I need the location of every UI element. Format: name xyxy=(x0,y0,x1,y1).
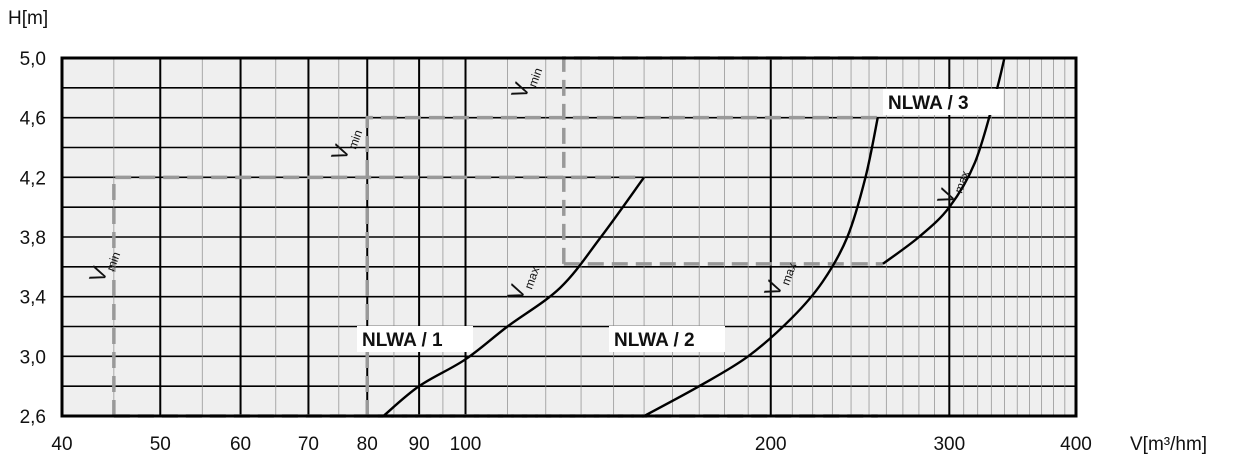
x-tick-label: 80 xyxy=(357,434,378,455)
x-tick-label: 200 xyxy=(755,434,787,455)
y-tick-label: 3,0 xyxy=(20,347,46,368)
y-axis-title: H[m] xyxy=(8,8,48,29)
x-tick-label: 40 xyxy=(51,434,72,455)
vmax-curve xyxy=(382,176,646,417)
x-tick-label: 70 xyxy=(298,434,319,455)
y-tick-label: 2,6 xyxy=(20,407,46,428)
x-tick-label: 50 xyxy=(150,434,171,455)
y-tick-label: 4,2 xyxy=(20,168,46,189)
x-tick-label: 100 xyxy=(450,434,482,455)
y-tick-label: 5,0 xyxy=(20,49,46,70)
v-subscript: min xyxy=(525,66,545,89)
x-tick-label: 300 xyxy=(933,434,965,455)
series-label-box xyxy=(357,326,473,352)
x-axis-title: V[m³/hm] xyxy=(1130,434,1207,455)
x-tick-label: 400 xyxy=(1060,434,1092,455)
x-tick-label: 60 xyxy=(230,434,251,455)
series-label: NLWA / 2 xyxy=(614,330,695,351)
y-tick-label: 3,4 xyxy=(20,288,47,309)
y-tick-labels: 2,6 3,0 3,4 3,8 4,2 4,6 5,0 xyxy=(20,49,47,428)
plot-frame xyxy=(60,56,1078,418)
vmax-curve xyxy=(643,117,879,418)
series-label-box xyxy=(883,89,1003,115)
series-label-box xyxy=(609,326,725,352)
x-tick-labels: 40 50 60 70 80 90 100 200 300 400 xyxy=(51,434,1091,455)
x-tick-label: 90 xyxy=(409,434,430,455)
y-tick-label: 4,6 xyxy=(20,109,46,130)
y-tick-label: 3,8 xyxy=(20,228,46,249)
v-subscript: min xyxy=(103,250,123,273)
v-subscript: min xyxy=(345,128,365,151)
series-label: NLWA / 1 xyxy=(362,330,443,351)
series-label: NLWA / 3 xyxy=(888,93,969,114)
